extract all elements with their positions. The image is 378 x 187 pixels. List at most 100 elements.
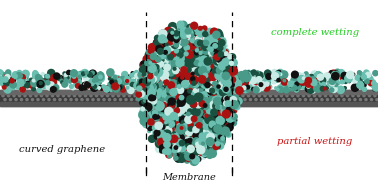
Circle shape (201, 106, 212, 117)
Circle shape (111, 94, 115, 97)
Circle shape (339, 80, 344, 84)
Circle shape (176, 56, 184, 64)
Circle shape (237, 75, 242, 81)
Circle shape (36, 90, 40, 94)
Circle shape (238, 90, 241, 94)
Circle shape (172, 95, 176, 99)
Circle shape (195, 121, 202, 128)
Circle shape (142, 70, 152, 81)
Circle shape (201, 52, 208, 59)
Circle shape (184, 30, 190, 36)
Circle shape (307, 94, 311, 97)
Circle shape (35, 78, 42, 85)
Circle shape (200, 59, 206, 65)
Circle shape (168, 22, 177, 32)
Circle shape (212, 143, 219, 150)
Circle shape (188, 137, 196, 145)
Circle shape (193, 107, 203, 118)
Circle shape (214, 53, 221, 61)
Circle shape (203, 144, 209, 150)
Circle shape (148, 109, 157, 119)
Circle shape (268, 85, 273, 89)
Circle shape (164, 133, 170, 138)
Circle shape (161, 97, 165, 102)
Circle shape (209, 132, 214, 137)
Circle shape (213, 83, 217, 87)
Circle shape (168, 117, 176, 125)
Circle shape (198, 96, 203, 101)
Circle shape (137, 71, 145, 79)
Circle shape (148, 120, 157, 130)
Circle shape (191, 158, 196, 163)
Circle shape (194, 39, 203, 47)
Circle shape (97, 90, 100, 94)
Circle shape (235, 97, 243, 105)
Circle shape (313, 84, 322, 93)
Circle shape (173, 39, 179, 45)
Circle shape (220, 54, 224, 59)
Circle shape (189, 107, 195, 114)
Circle shape (361, 74, 367, 80)
Circle shape (85, 83, 89, 86)
Circle shape (239, 77, 245, 83)
Circle shape (232, 85, 242, 94)
Circle shape (270, 74, 279, 83)
Circle shape (368, 102, 371, 105)
Circle shape (136, 83, 141, 88)
Circle shape (173, 39, 177, 43)
Circle shape (235, 94, 239, 97)
Circle shape (189, 24, 198, 33)
Circle shape (208, 96, 214, 101)
Circle shape (157, 48, 164, 55)
Circle shape (219, 86, 227, 94)
Circle shape (331, 72, 340, 81)
Circle shape (144, 106, 150, 112)
Circle shape (204, 29, 211, 36)
Circle shape (213, 124, 222, 133)
Circle shape (184, 51, 189, 56)
Circle shape (200, 49, 204, 53)
Circle shape (220, 71, 231, 82)
Circle shape (241, 81, 248, 88)
Circle shape (364, 79, 370, 85)
Circle shape (176, 36, 185, 45)
Circle shape (189, 95, 198, 105)
Circle shape (113, 83, 118, 88)
Circle shape (70, 69, 78, 77)
Circle shape (212, 138, 219, 145)
Circle shape (329, 69, 337, 77)
Circle shape (224, 78, 232, 86)
Circle shape (138, 88, 144, 94)
Circle shape (158, 131, 167, 141)
Circle shape (62, 94, 65, 97)
Circle shape (165, 68, 176, 79)
Circle shape (177, 30, 181, 34)
Circle shape (169, 63, 174, 69)
Circle shape (226, 107, 232, 113)
Circle shape (184, 30, 189, 35)
Circle shape (203, 127, 210, 134)
Circle shape (86, 82, 92, 88)
Circle shape (111, 80, 118, 87)
Circle shape (151, 118, 156, 123)
Circle shape (141, 113, 150, 121)
Circle shape (228, 54, 232, 58)
Circle shape (189, 104, 198, 113)
Circle shape (215, 48, 225, 58)
Circle shape (296, 94, 300, 97)
Circle shape (160, 77, 166, 83)
Circle shape (206, 86, 215, 95)
Circle shape (195, 136, 206, 146)
Circle shape (197, 108, 202, 113)
Circle shape (357, 70, 362, 75)
Circle shape (227, 109, 234, 116)
Circle shape (110, 78, 118, 86)
Circle shape (47, 90, 51, 94)
Circle shape (309, 86, 316, 94)
Circle shape (182, 140, 191, 148)
Circle shape (170, 151, 175, 156)
Circle shape (340, 75, 346, 81)
Circle shape (180, 149, 184, 154)
Circle shape (140, 86, 151, 97)
Circle shape (52, 86, 57, 92)
